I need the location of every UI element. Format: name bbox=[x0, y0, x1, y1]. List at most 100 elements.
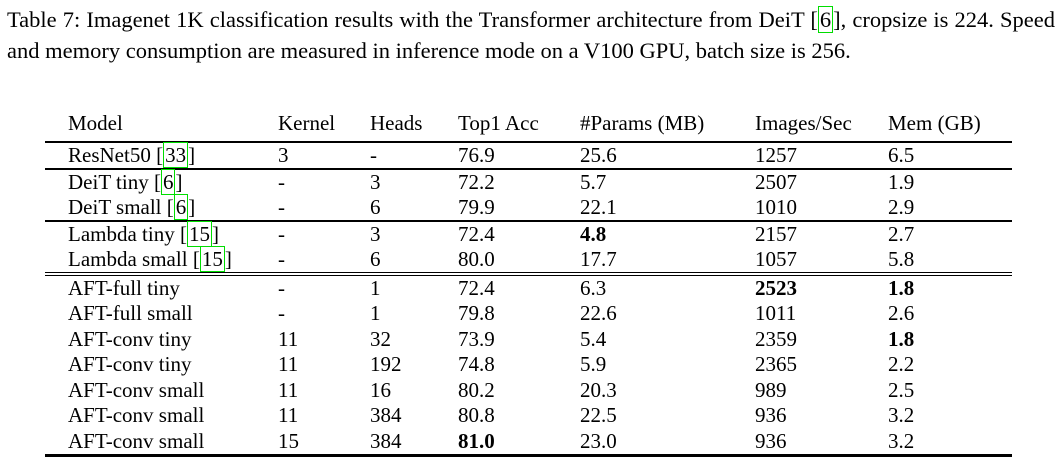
cite-close-bracket: ] bbox=[211, 222, 219, 246]
cell-heads: 32 bbox=[370, 326, 391, 351]
cell-params: 5.7 bbox=[580, 170, 607, 194]
citation-link[interactable]: 15 bbox=[186, 221, 212, 247]
col-header-mem: Mem (GB) bbox=[888, 111, 981, 135]
cell-speed: 936 bbox=[755, 403, 787, 428]
table-row-aft-conv-small-15-384: AFT-conv small 15 384 81.0 23.0 936 3.2 bbox=[45, 429, 1012, 456]
model-name: DeiT tiny bbox=[68, 170, 149, 194]
cell-kernel: 11 bbox=[278, 352, 299, 377]
cell-kernel: 11 bbox=[278, 403, 299, 428]
table-row-aft-conv-tiny-192: AFT-conv tiny 11 192 74.8 5.9 2365 2.2 bbox=[45, 352, 1012, 378]
cell-model: DeiT tiny [6] bbox=[45, 169, 278, 195]
cell-speed: 1010 bbox=[755, 195, 797, 219]
cell-params: 22.1 bbox=[580, 195, 617, 219]
cite-open-bracket: [ bbox=[150, 143, 164, 167]
cite-open-bracket: [ bbox=[148, 170, 161, 194]
citation-link[interactable]: 6 bbox=[160, 169, 176, 195]
cell-top1: 79.9 bbox=[458, 195, 495, 219]
cell-heads: 6 bbox=[370, 195, 381, 219]
cite-close-bracket: ] bbox=[224, 247, 232, 271]
cell-model: Lambda small [15] bbox=[45, 246, 278, 274]
cell-mem: 2.2 bbox=[888, 352, 915, 377]
cell-top1: 80.2 bbox=[458, 377, 495, 402]
cell-model: ResNet50 [33] bbox=[45, 142, 278, 169]
cell-mem: 5.8 bbox=[888, 247, 915, 271]
col-header-params: #Params (MB) bbox=[580, 111, 705, 135]
header-row: Model Kernel Heads Top1 Acc #Params (MB)… bbox=[45, 108, 1012, 142]
cell-top1: 80.0 bbox=[458, 247, 495, 271]
cell-kernel: - bbox=[278, 301, 285, 326]
cell-mem: 3.2 bbox=[888, 428, 915, 453]
cell-mem: 1.8 bbox=[888, 276, 915, 300]
citation-link[interactable]: 15 bbox=[199, 246, 225, 272]
table-row-aft-conv-tiny-32: AFT-conv tiny 11 32 73.9 5.4 2359 1.8 bbox=[45, 327, 1012, 353]
cell-model: AFT-conv small bbox=[68, 377, 205, 402]
cell-heads: 384 bbox=[370, 428, 402, 453]
caption-text-before: Table 7: Imagenet 1K classification resu… bbox=[7, 7, 805, 32]
cell-params: 17.7 bbox=[580, 247, 617, 271]
cell-kernel: - bbox=[278, 222, 285, 246]
citation-link[interactable]: 6 bbox=[173, 194, 189, 220]
table-row-aft-conv-small-384: AFT-conv small 11 384 80.8 22.5 936 3.2 bbox=[45, 403, 1012, 429]
cell-heads: 6 bbox=[370, 247, 381, 271]
cell-top1: 73.9 bbox=[458, 326, 495, 351]
cell-model: AFT-conv tiny bbox=[68, 326, 192, 351]
cell-heads: 16 bbox=[370, 377, 391, 402]
cell-params: 22.6 bbox=[580, 301, 617, 326]
cell-top1: 76.9 bbox=[458, 143, 495, 167]
table-row-lambda-tiny: Lambda tiny [15] - 3 72.4 4.8 2157 2.7 bbox=[45, 221, 1012, 247]
cell-params: 23.0 bbox=[580, 428, 617, 453]
cell-speed: 1011 bbox=[755, 301, 797, 326]
model-name: DeiT small bbox=[68, 195, 162, 219]
cell-top1: 72.4 bbox=[458, 276, 495, 300]
cell-heads: 1 bbox=[370, 301, 381, 326]
cell-model: AFT-full tiny bbox=[68, 276, 180, 300]
cell-model: Lambda tiny [15] bbox=[45, 221, 278, 247]
cell-heads: 384 bbox=[370, 403, 402, 428]
cell-model: AFT-conv small bbox=[68, 428, 205, 453]
cell-params: 5.4 bbox=[580, 326, 607, 351]
cell-top1: 80.8 bbox=[458, 403, 495, 428]
col-header-kernel: Kernel bbox=[278, 111, 336, 135]
col-header-heads: Heads bbox=[370, 111, 423, 135]
cell-speed: 2359 bbox=[755, 326, 797, 351]
col-header-model: Model bbox=[68, 111, 123, 135]
col-header-top1-acc: Top1 Acc bbox=[458, 111, 539, 135]
cell-kernel: 11 bbox=[278, 377, 299, 402]
cell-heads: 3 bbox=[370, 222, 381, 246]
cell-mem: 1.8 bbox=[888, 326, 915, 351]
table-caption: Table 7: Imagenet 1K classification resu… bbox=[7, 5, 1055, 66]
cell-params: 5.9 bbox=[580, 352, 607, 377]
cell-mem: 6.5 bbox=[888, 143, 915, 167]
cell-heads: 1 bbox=[370, 276, 381, 300]
cite-open-bracket: [ bbox=[804, 7, 818, 32]
cell-kernel: - bbox=[278, 170, 285, 194]
cell-model: DeiT small [6] bbox=[45, 194, 278, 221]
cell-mem: 2.6 bbox=[888, 301, 915, 326]
cell-mem: 3.2 bbox=[888, 403, 915, 428]
cite-close-bracket: ] bbox=[188, 143, 196, 167]
cell-speed: 936 bbox=[755, 428, 787, 453]
cell-top1: 72.4 bbox=[458, 222, 495, 246]
cell-top1: 72.2 bbox=[458, 170, 495, 194]
cell-params: 22.5 bbox=[580, 403, 617, 428]
cite-close-bracket: ] bbox=[833, 7, 841, 32]
cell-heads: 192 bbox=[370, 352, 402, 377]
cite-open-bracket: [ bbox=[187, 247, 200, 271]
cell-params: 4.8 bbox=[580, 222, 607, 246]
cell-params: 25.6 bbox=[580, 143, 617, 167]
table-row-aft-conv-small-16: AFT-conv small 11 16 80.2 20.3 989 2.5 bbox=[45, 378, 1012, 404]
citation-link[interactable]: 33 bbox=[163, 142, 189, 168]
cite-close-bracket: ] bbox=[175, 170, 183, 194]
cell-heads: 3 bbox=[370, 170, 381, 194]
table-row-aft-full-small: AFT-full small - 1 79.8 22.6 1011 2.6 bbox=[45, 301, 1012, 327]
cell-kernel: - bbox=[278, 195, 285, 219]
cite-close-bracket: ] bbox=[188, 195, 196, 219]
cell-top1: 81.0 bbox=[458, 428, 495, 453]
cell-top1: 79.8 bbox=[458, 301, 495, 326]
table-row-resnet50: ResNet50 [33] 3 - 76.9 25.6 1257 6.5 bbox=[45, 142, 1012, 169]
model-name: Lambda small bbox=[68, 247, 188, 271]
cell-model: AFT-conv tiny bbox=[68, 352, 192, 377]
cell-top1: 74.8 bbox=[458, 352, 495, 377]
citation-link[interactable]: 6 bbox=[817, 6, 834, 33]
cell-speed: 1057 bbox=[755, 247, 797, 271]
